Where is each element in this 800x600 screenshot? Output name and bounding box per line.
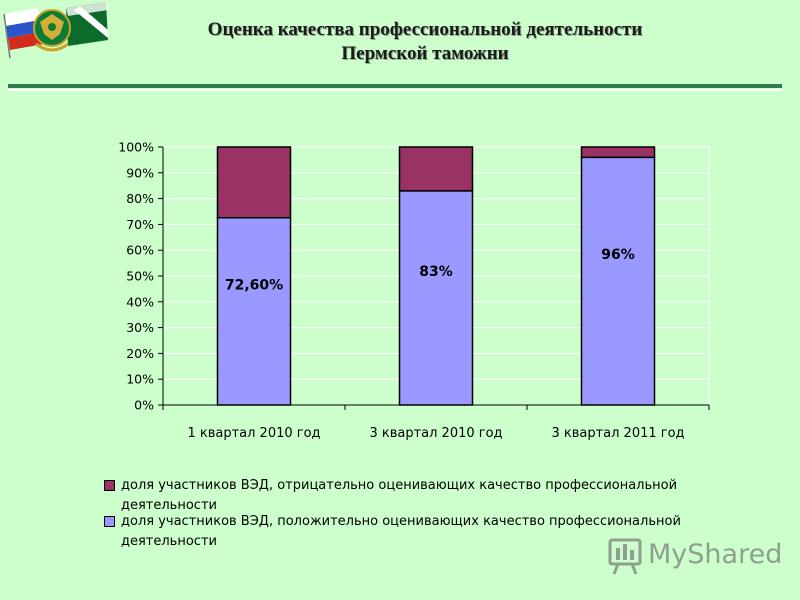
- legend-label-positive: доля участников ВЭД, положительно оценив…: [121, 514, 681, 549]
- page-title-line-1: Оценка качества профессиональной деятель…: [207, 19, 643, 40]
- customs-flags-emblem-icon: [3, 2, 108, 59]
- legend-label-negative: доля участников ВЭД, отрицательно оценив…: [121, 478, 678, 513]
- header-divider: [8, 84, 782, 88]
- x-tick-label: 3 квартал 2010 год: [369, 426, 502, 441]
- y-axis-tick-labels: 0% 10% 20% 30% 40% 50% 60% 70% 80% 90% 100%: [118, 140, 154, 413]
- chart-bars: [216, 146, 656, 406]
- x-tick-label: 1 квартал 2010 год: [187, 426, 320, 441]
- y-tick-label: 10%: [126, 372, 154, 387]
- y-tick-label: 30%: [126, 320, 154, 335]
- header-divider-highlight: [8, 89, 782, 91]
- bar-segment-negative: [216, 146, 292, 219]
- watermark-text: MyShared: [648, 539, 783, 570]
- bar-segment-positive: [398, 190, 474, 406]
- stacked-bar-chart: 0% 10% 20% 30% 40% 50% 60% 70% 80% 90% 100% 1 квар…: [118, 140, 710, 441]
- y-tick-label: 70%: [126, 217, 154, 232]
- x-tick-label: 3 квартал 2011 год: [551, 426, 684, 441]
- y-tick-label: 100%: [118, 140, 154, 155]
- bar-segment-negative: [580, 146, 656, 159]
- y-tick-label: 20%: [126, 346, 154, 361]
- bar-data-label: 83%: [419, 264, 453, 280]
- bar-data-label: 72,60%: [225, 277, 283, 293]
- chart-axes: [158, 146, 710, 410]
- y-tick-label: 90%: [126, 165, 154, 180]
- page-title: Оценка качества профессиональной деятель…: [100, 18, 750, 66]
- bar-data-label: 96%: [601, 247, 635, 263]
- data-labels: 72,60% 83% 96%: [225, 247, 635, 293]
- y-tick-label: 0%: [134, 398, 154, 413]
- page-title-line-2: Пермской таможни: [341, 43, 509, 64]
- legend-swatch-negative: [104, 480, 115, 491]
- y-tick-label: 80%: [126, 191, 154, 206]
- y-tick-label: 50%: [126, 269, 154, 284]
- x-axis-tick-labels: 1 квартал 2010 год 3 квартал 2010 год 3 кв…: [187, 426, 684, 441]
- bar-segment-positive: [580, 156, 656, 406]
- y-tick-label: 40%: [126, 294, 154, 309]
- legend-swatch-positive: [104, 516, 115, 527]
- bar-segment-negative: [398, 146, 474, 192]
- bar-segment-positive: [216, 216, 292, 406]
- presentation-icon: [608, 538, 642, 575]
- y-tick-label: 60%: [126, 243, 154, 258]
